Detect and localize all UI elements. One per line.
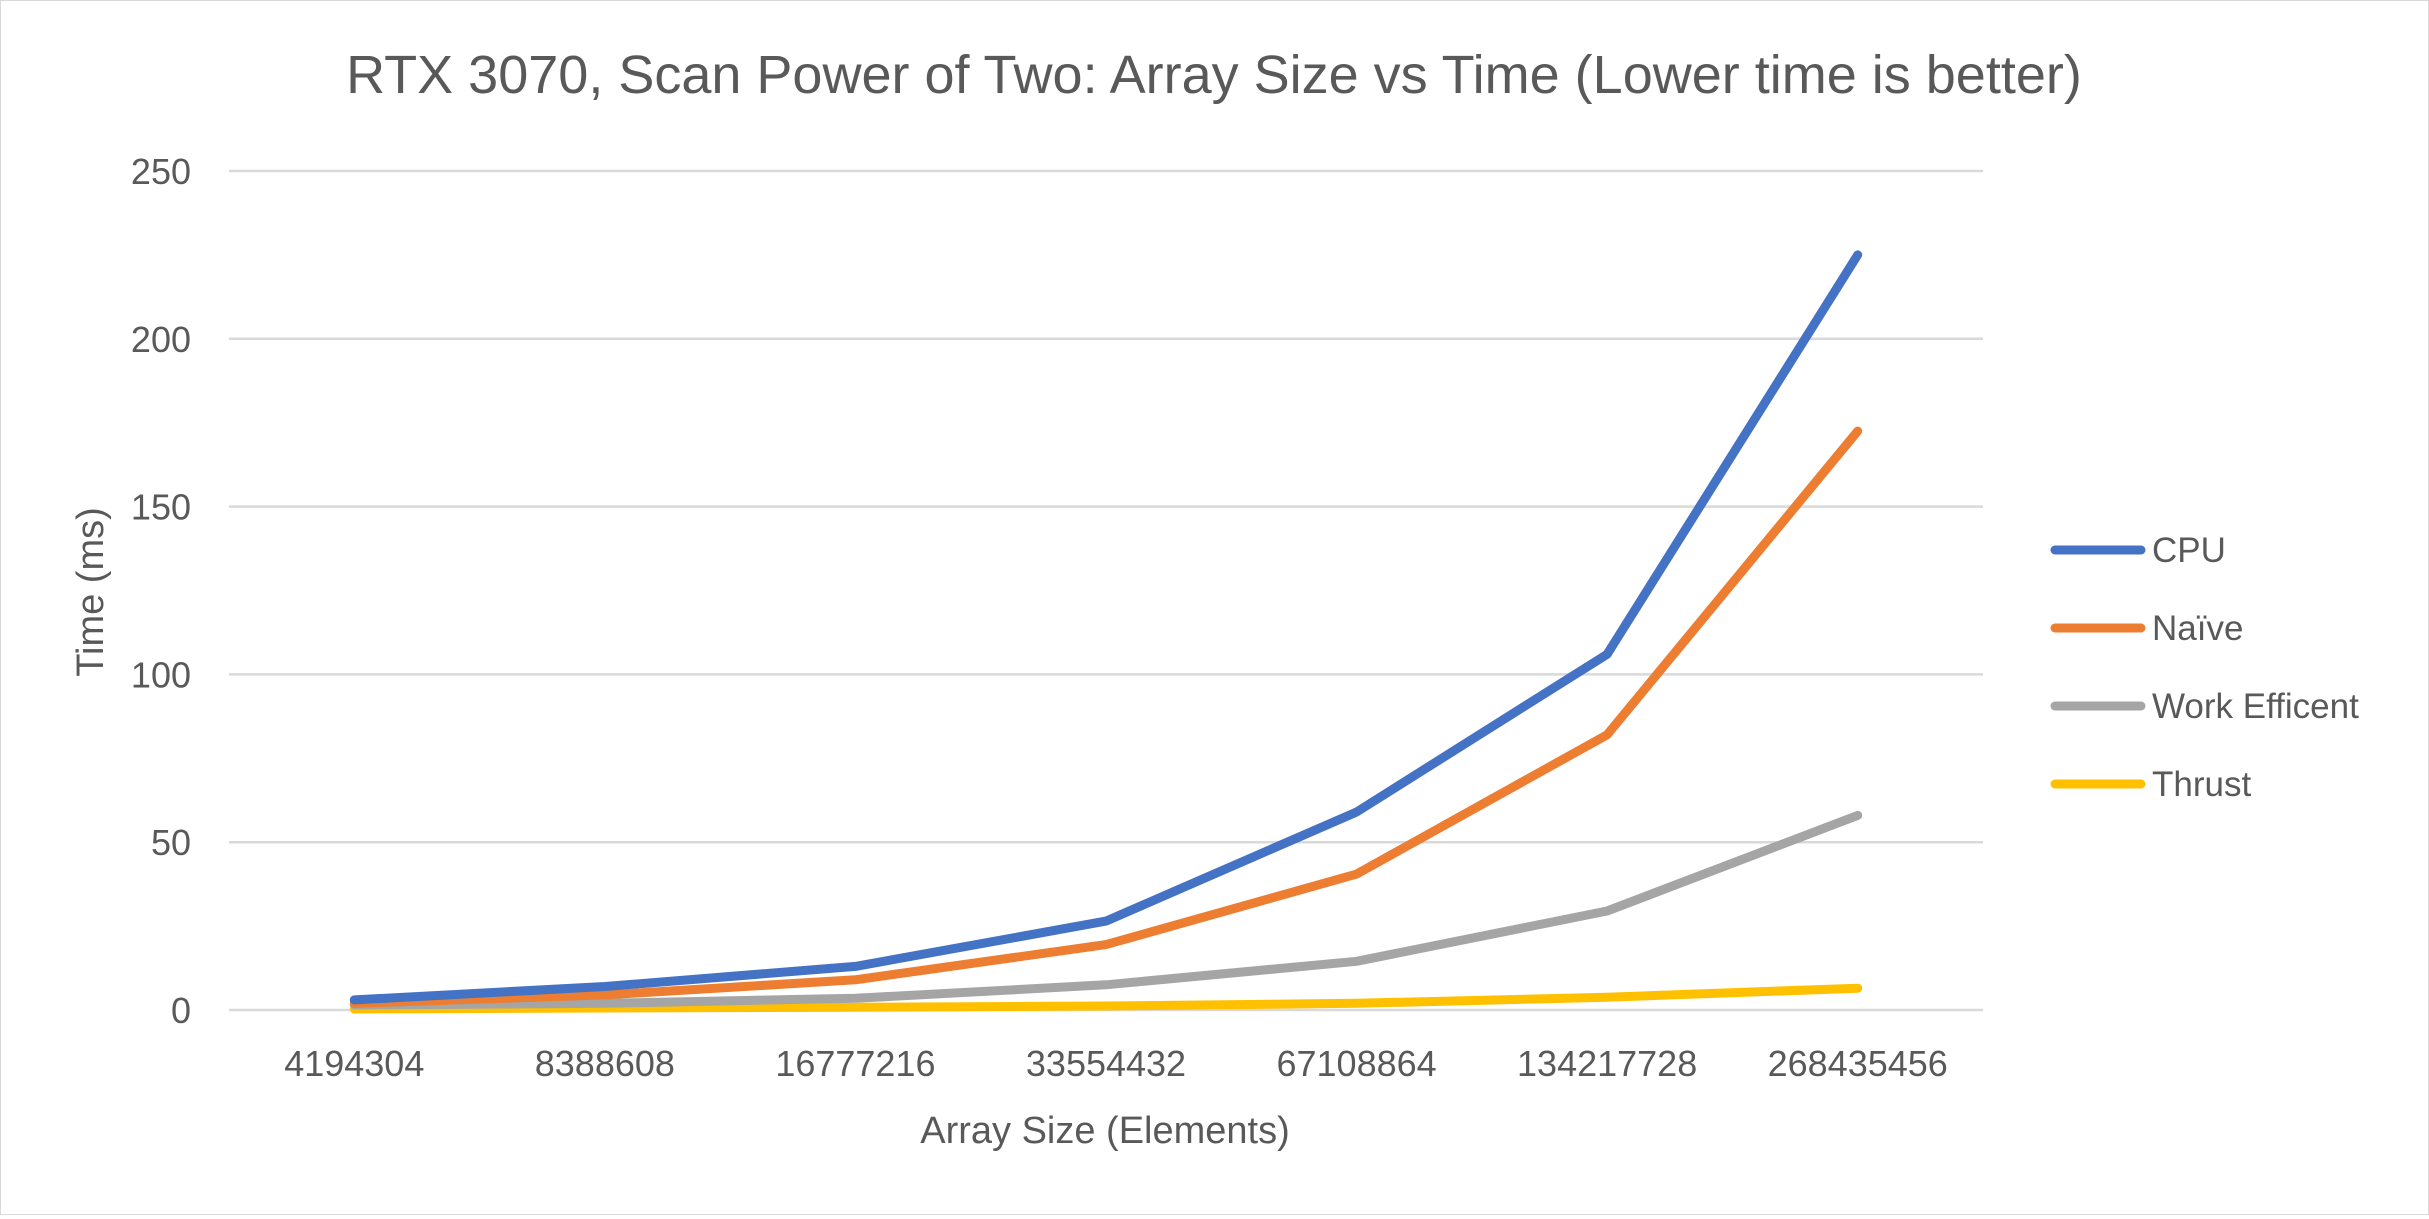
x-tick-label: 134217728 xyxy=(1517,1043,1697,1084)
y-tick-labels: 0 50 100 150 200 250 xyxy=(131,151,191,1031)
legend-entry: CPU xyxy=(2050,531,2226,570)
y-tick-label: 0 xyxy=(171,990,191,1031)
y-tick-label: 100 xyxy=(131,654,191,695)
series-line-na-ve xyxy=(349,426,1863,1008)
legend-entry: Thrust xyxy=(2050,765,2251,804)
x-axis-title: Array Size (Elements) xyxy=(920,1110,1290,1152)
chart-title: RTX 3070, Scan Power of Two: Array Size … xyxy=(346,45,2082,105)
legend-entry: Naïve xyxy=(2050,609,2243,648)
x-tick-label: 268435456 xyxy=(1768,1043,1948,1084)
y-axis-title: Time (ms) xyxy=(70,507,112,677)
x-tick-labels: 4194304 8388608 16777216 33554432 67108864 13… xyxy=(284,1043,1948,1084)
legend-label: Naïve xyxy=(2152,609,2243,648)
x-tick-label: 33554432 xyxy=(1026,1043,1186,1084)
series-line-cpu xyxy=(349,250,1863,1005)
series-line-work-efficent xyxy=(349,810,1863,1010)
x-tick-label: 4194304 xyxy=(284,1043,424,1084)
x-tick-label: 8388608 xyxy=(535,1043,675,1084)
series-line-thrust xyxy=(349,983,1863,1014)
y-tick-label: 50 xyxy=(151,822,191,863)
x-tick-label: 67108864 xyxy=(1276,1043,1436,1084)
gridlines xyxy=(229,169,1983,1012)
legend: CPU Naïve Work Efficent Thrust xyxy=(2050,531,2359,804)
x-tick-label: 16777216 xyxy=(775,1043,935,1084)
y-tick-label: 200 xyxy=(131,319,191,360)
legend-label: CPU xyxy=(2152,531,2226,570)
series-lines xyxy=(349,250,1863,1014)
y-tick-label: 150 xyxy=(131,487,191,528)
legend-label: Thrust xyxy=(2152,765,2251,804)
legend-entry: Work Efficent xyxy=(2050,687,2359,726)
legend-label: Work Efficent xyxy=(2152,687,2359,726)
y-tick-label: 250 xyxy=(131,151,191,192)
